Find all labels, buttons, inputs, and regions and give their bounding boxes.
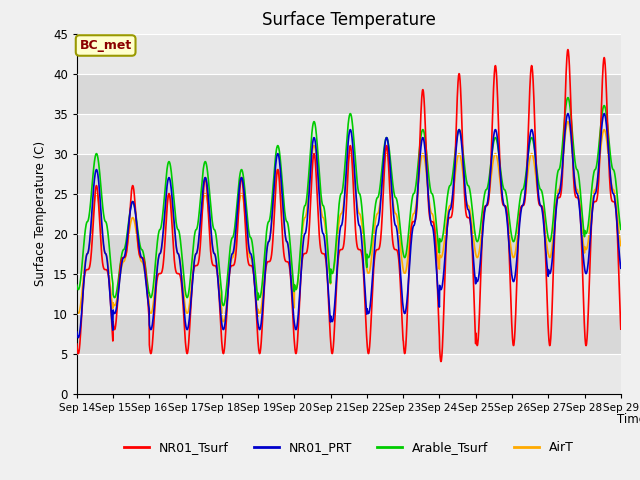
- Text: BC_met: BC_met: [79, 39, 132, 52]
- Title: Surface Temperature: Surface Temperature: [262, 11, 436, 29]
- Bar: [77, 73, 621, 114]
- Bar: [77, 34, 621, 73]
- Bar: [77, 234, 621, 274]
- X-axis label: Time: Time: [617, 413, 640, 426]
- Bar: [77, 154, 621, 193]
- Bar: [77, 193, 621, 234]
- Bar: [77, 313, 621, 354]
- Legend: NR01_Tsurf, NR01_PRT, Arable_Tsurf, AirT: NR01_Tsurf, NR01_PRT, Arable_Tsurf, AirT: [119, 436, 579, 459]
- Y-axis label: Surface Temperature (C): Surface Temperature (C): [35, 141, 47, 286]
- Bar: [77, 354, 621, 394]
- Bar: [77, 274, 621, 313]
- Bar: [77, 114, 621, 154]
